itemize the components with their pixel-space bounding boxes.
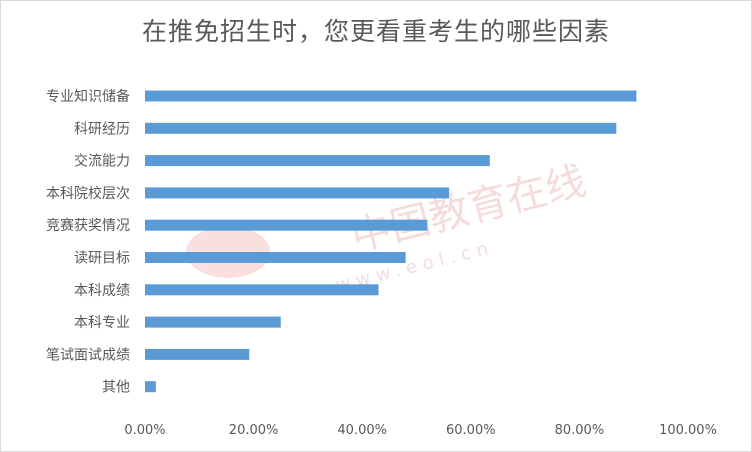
category-label: 其他 bbox=[102, 380, 130, 396]
x-tick-label: 20.00% bbox=[229, 423, 279, 438]
bar bbox=[145, 316, 281, 328]
bar bbox=[145, 348, 250, 360]
x-axis-ticks: 0.00% 20.00% 40.00% 60.00% 80.00% 100.00% bbox=[124, 423, 717, 438]
category-label: 交流能力 bbox=[74, 153, 130, 170]
bar bbox=[145, 122, 617, 134]
bar bbox=[145, 252, 406, 263]
category-label: 本科成绩 bbox=[74, 283, 130, 299]
category-label: 专业知识储备 bbox=[46, 88, 130, 105]
bar bbox=[145, 219, 428, 231]
x-tick-label: 100.00% bbox=[659, 423, 717, 438]
bar-series bbox=[145, 90, 637, 393]
x-tick-label: 40.00% bbox=[337, 423, 387, 438]
chart-title: 在推免招生时，您更看重考生的哪些因素 bbox=[141, 17, 610, 46]
category-label: 本科院校层次 bbox=[46, 185, 130, 202]
category-label: 科研经历 bbox=[74, 121, 130, 137]
x-tick-label: 0.00% bbox=[124, 423, 165, 438]
category-label: 本科专业 bbox=[74, 315, 130, 331]
category-label: 读研目标 bbox=[74, 250, 130, 267]
category-label: 竞赛获奖情况 bbox=[46, 217, 130, 234]
bar bbox=[145, 284, 379, 296]
bar bbox=[145, 90, 637, 102]
bar bbox=[145, 187, 450, 199]
x-tick-label: 80.00% bbox=[555, 423, 605, 438]
bar bbox=[145, 155, 490, 167]
category-label: 笔试面试成绩 bbox=[46, 347, 130, 363]
bar bbox=[145, 381, 156, 393]
category-labels: 专业知识储备科研经历交流能力本科院校层次竞赛获奖情况读研目标本科成绩本科专业笔试… bbox=[46, 88, 130, 396]
x-tick-label: 60.00% bbox=[446, 423, 496, 438]
